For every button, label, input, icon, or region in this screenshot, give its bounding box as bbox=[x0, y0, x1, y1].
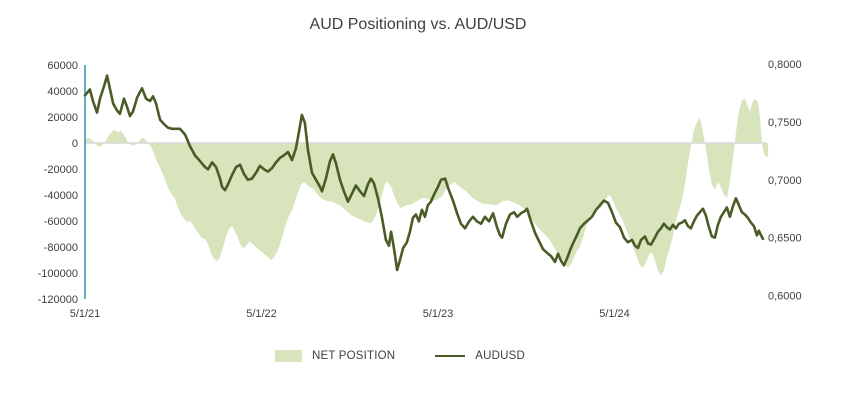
legend-item-audusd: AUDUSD bbox=[435, 350, 525, 362]
left-axis-tick: -120000 bbox=[38, 294, 78, 306]
legend: NET POSITION AUDUSD bbox=[0, 350, 800, 362]
left-axis-tick: 60000 bbox=[47, 60, 78, 72]
left-axis-tick: -80000 bbox=[44, 242, 78, 254]
legend-label-net-position: NET POSITION bbox=[311, 350, 396, 362]
net-position-swatch bbox=[274, 350, 302, 362]
legend-item-net-position: NET POSITION bbox=[274, 350, 396, 362]
audusd-line bbox=[83, 74, 765, 272]
right-axis-tick: 0,7500 bbox=[768, 117, 802, 129]
x-axis-labels: 5/1/21 5/1/22 5/1/23 5/1/24 bbox=[70, 308, 630, 320]
chart-title: AUD Positioning vs. AUD/USD bbox=[309, 16, 527, 33]
left-axis-tick: 0 bbox=[72, 138, 78, 150]
left-axis-tick: -20000 bbox=[44, 164, 78, 176]
right-axis-labels: 0,8000 0,7500 0,7000 0,6500 0,6000 bbox=[768, 59, 802, 303]
audusd-line-swatch bbox=[435, 355, 466, 357]
left-axis-tick: -40000 bbox=[44, 190, 78, 202]
right-axis-tick: 0,6000 bbox=[768, 291, 802, 303]
net-position-area bbox=[85, 98, 769, 276]
right-axis-tick: 0,8000 bbox=[768, 59, 802, 71]
right-axis-tick: 0,7000 bbox=[768, 175, 802, 187]
left-axis-tick: 40000 bbox=[47, 86, 78, 98]
left-axis-tick: 20000 bbox=[47, 112, 78, 124]
right-axis-tick: 0,6500 bbox=[768, 233, 802, 245]
x-axis-tick: 5/1/23 bbox=[423, 308, 454, 320]
x-axis-tick: 5/1/21 bbox=[70, 308, 101, 320]
legend-label-audusd: AUDUSD bbox=[475, 350, 526, 362]
x-axis-tick: 5/1/24 bbox=[599, 308, 630, 320]
left-axis-tick: -60000 bbox=[44, 216, 78, 228]
x-axis-tick: 5/1/22 bbox=[246, 308, 277, 320]
left-axis-labels: 60000 40000 20000 0 -20000 -40000 -60000 -80000… bbox=[38, 60, 78, 306]
left-axis-tick: -100000 bbox=[38, 268, 78, 280]
plot-area: 60000 40000 20000 0 -20000 -40000 -60000 -80000… bbox=[38, 59, 802, 320]
